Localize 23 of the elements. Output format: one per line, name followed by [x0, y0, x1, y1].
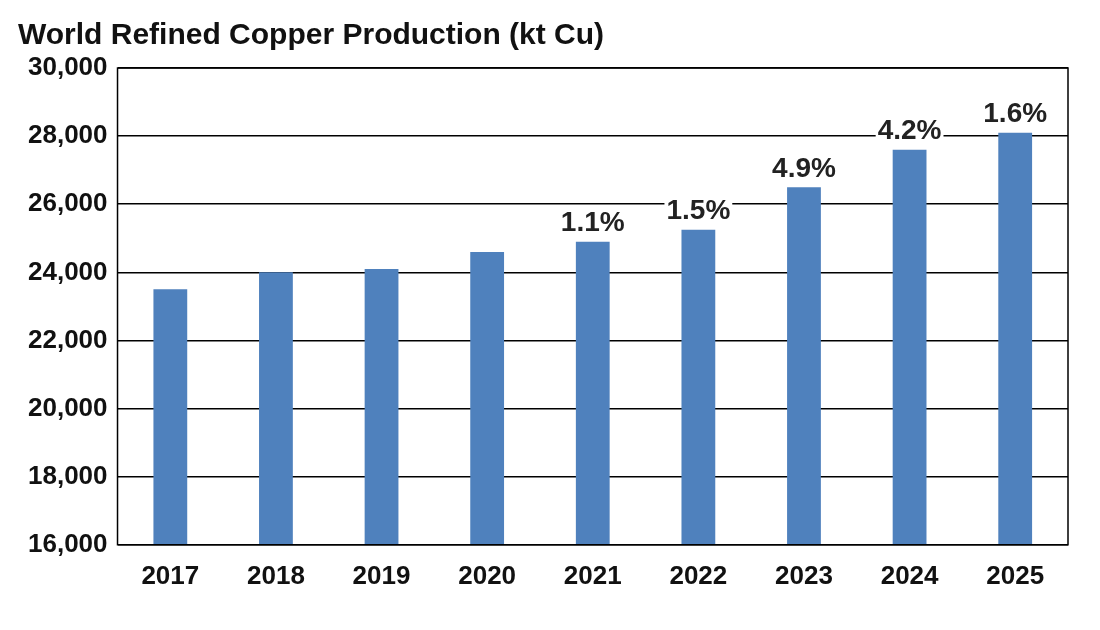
y-tick-label: 22,000 [27, 323, 108, 354]
y-tick-label: 20,000 [27, 391, 108, 422]
annotation: 4.9% [772, 151, 836, 183]
x-tick-label: 2020 [458, 559, 517, 590]
x-tick-label: 2018 [247, 559, 305, 590]
x-tick-label: 2022 [669, 559, 728, 590]
y-tick-label: 30,000 [27, 51, 108, 82]
y-tick-label: 28,000 [27, 119, 108, 150]
y-tick-label: 18,000 [27, 459, 108, 490]
chart-title: World Refined Copper Production (kt Cu) [18, 17, 605, 51]
annotation: 1.6% [983, 97, 1048, 129]
x-tick-label: 2017 [141, 559, 200, 590]
annotation: 1.1% [560, 206, 625, 238]
x-tick-label: 2024 [880, 559, 940, 590]
y-tick-label: 16,000 [27, 527, 108, 558]
x-tick-label: 2021 [563, 559, 622, 590]
x-tick-label: 2025 [986, 559, 1045, 590]
x-tick-label: 2019 [352, 559, 411, 590]
annotation: 4.2% [877, 114, 942, 146]
annotation: 1.5% [666, 194, 731, 226]
y-tick-label: 24,000 [27, 255, 108, 286]
x-tick-label: 2023 [775, 559, 833, 590]
y-tick-label: 26,000 [27, 187, 108, 218]
